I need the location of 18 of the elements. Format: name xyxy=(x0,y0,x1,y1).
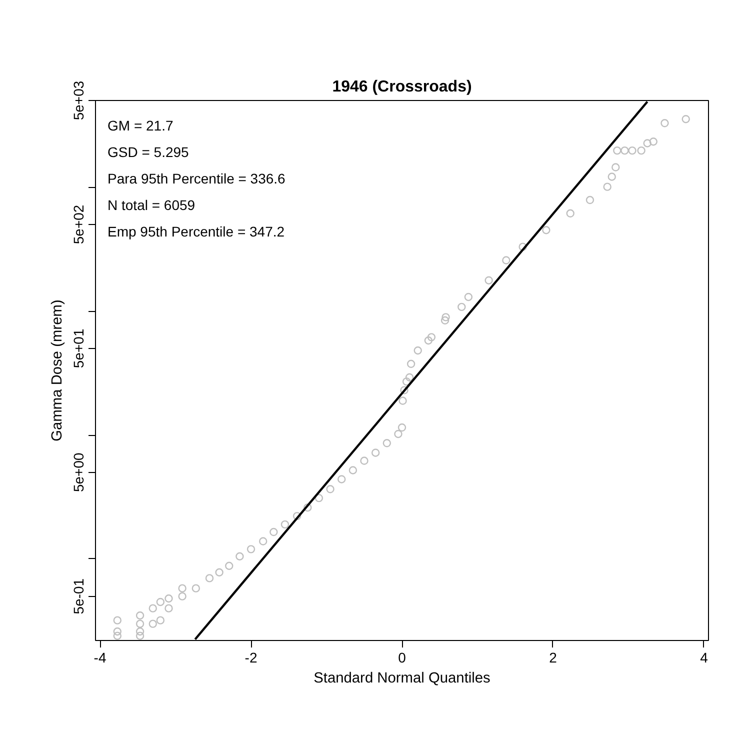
x-tick-label: 2 xyxy=(549,650,558,666)
annotation: GSD = 5.295 xyxy=(108,144,190,160)
annotation: Para 95th Percentile = 336.6 xyxy=(108,170,286,186)
annotation: GM = 21.7 xyxy=(108,118,174,134)
x-tick-label: -2 xyxy=(244,650,258,666)
annotation: Emp 95th Percentile = 347.2 xyxy=(108,224,285,240)
y-tick-label: 5e+03 xyxy=(70,80,86,120)
x-tick-label: 4 xyxy=(700,650,708,666)
y-tick-label: 5e-01 xyxy=(70,578,86,614)
y-tick-label: 5e+01 xyxy=(70,328,86,368)
annotation: N total = 6059 xyxy=(108,197,196,213)
x-axis-title: Standard Normal Quantiles xyxy=(314,670,490,686)
x-tick-label: 0 xyxy=(398,650,406,666)
x-tick-label: -4 xyxy=(94,650,106,666)
y-tick-label: 5e+02 xyxy=(70,204,86,244)
y-axis-title: Gamma Dose (mrem) xyxy=(50,300,66,442)
chart-title: 1946 (Crossroads) xyxy=(332,78,472,96)
y-tick-label: 5e+00 xyxy=(70,452,86,492)
